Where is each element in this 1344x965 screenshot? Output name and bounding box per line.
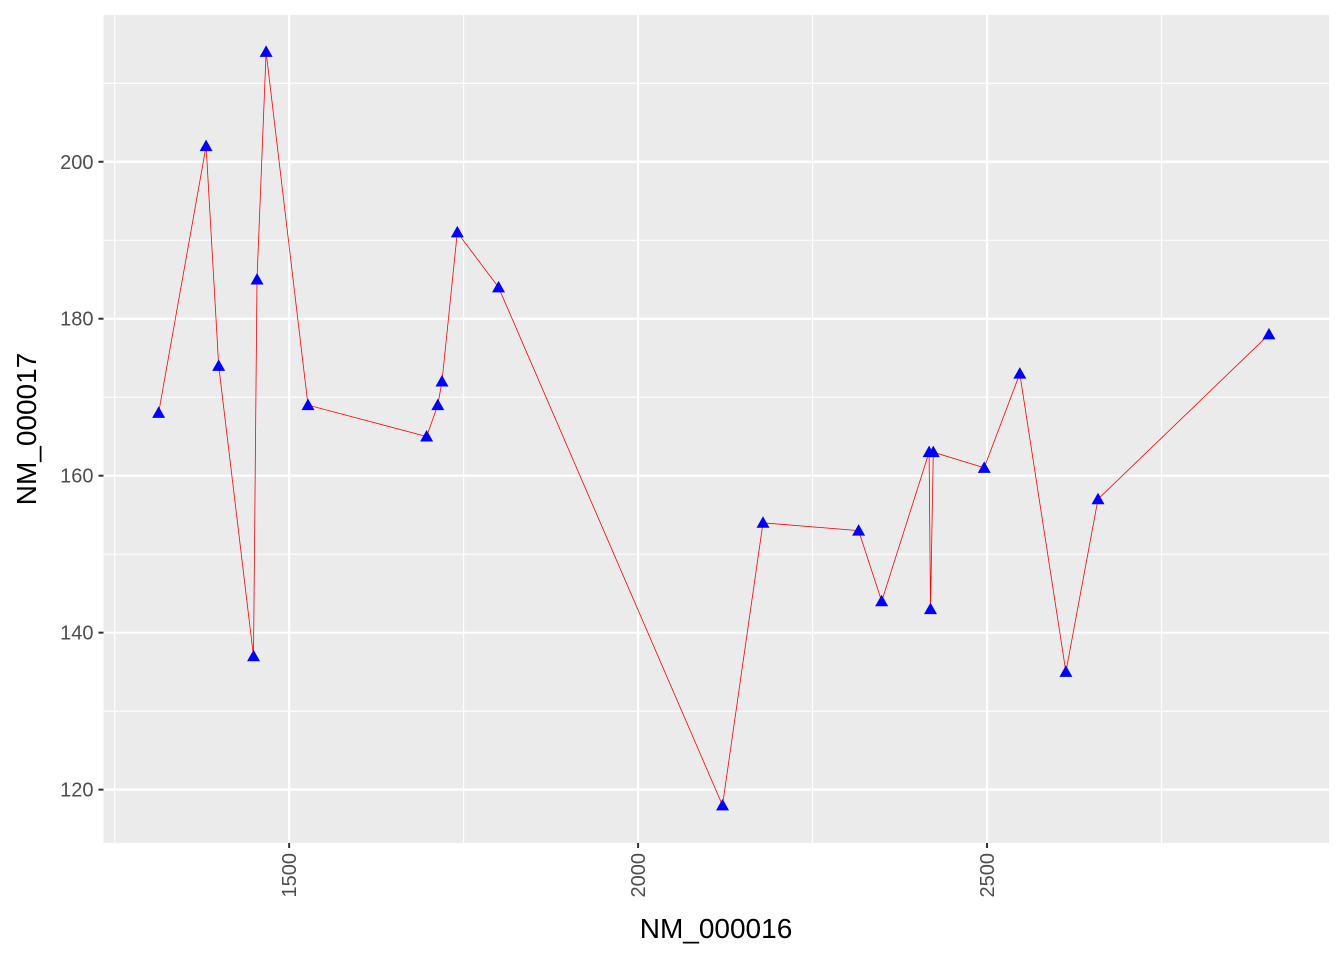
data-point — [875, 594, 889, 607]
data-point — [977, 461, 991, 473]
data-point — [259, 45, 273, 57]
y-axis-title: NM_000017 — [11, 353, 42, 506]
data-points — [152, 45, 1276, 811]
data-point — [926, 445, 940, 458]
data-point — [152, 406, 166, 418]
data-point — [247, 649, 261, 662]
data-point — [1059, 665, 1073, 677]
data-point — [1091, 492, 1105, 505]
data-point — [431, 398, 445, 411]
data-point — [716, 798, 730, 811]
data-point — [756, 516, 770, 528]
data-point — [250, 272, 264, 285]
data-point — [492, 280, 506, 293]
data-point — [212, 359, 226, 371]
x-tick-label: 1500 — [279, 853, 301, 898]
data-point — [924, 602, 938, 615]
y-tick-label: 140 — [60, 623, 93, 645]
data-point — [301, 398, 315, 411]
data-point — [1013, 367, 1027, 379]
x-tick-label: 2000 — [628, 853, 650, 898]
y-tick-label: 160 — [60, 466, 93, 488]
y-tick-label: 180 — [60, 309, 93, 331]
data-point — [852, 524, 866, 536]
plot-panel — [103, 15, 1329, 843]
minor-gridlines — [103, 15, 1329, 843]
axes: 120 140 160 180 200 1500 2000 2500 — [60, 152, 999, 898]
series-line — [158, 51, 1270, 807]
x-tick-label: 2500 — [977, 853, 999, 898]
data-point — [450, 225, 464, 238]
y-tick-label: 120 — [60, 780, 93, 802]
series-path — [158, 51, 1270, 807]
data-point — [199, 139, 213, 152]
y-tick-label: 200 — [60, 152, 93, 174]
data-point — [1262, 327, 1276, 340]
data-point — [435, 375, 449, 387]
data-point — [420, 429, 434, 442]
major-gridlines — [103, 15, 1329, 843]
x-axis-title: NM_000016 — [640, 913, 793, 944]
